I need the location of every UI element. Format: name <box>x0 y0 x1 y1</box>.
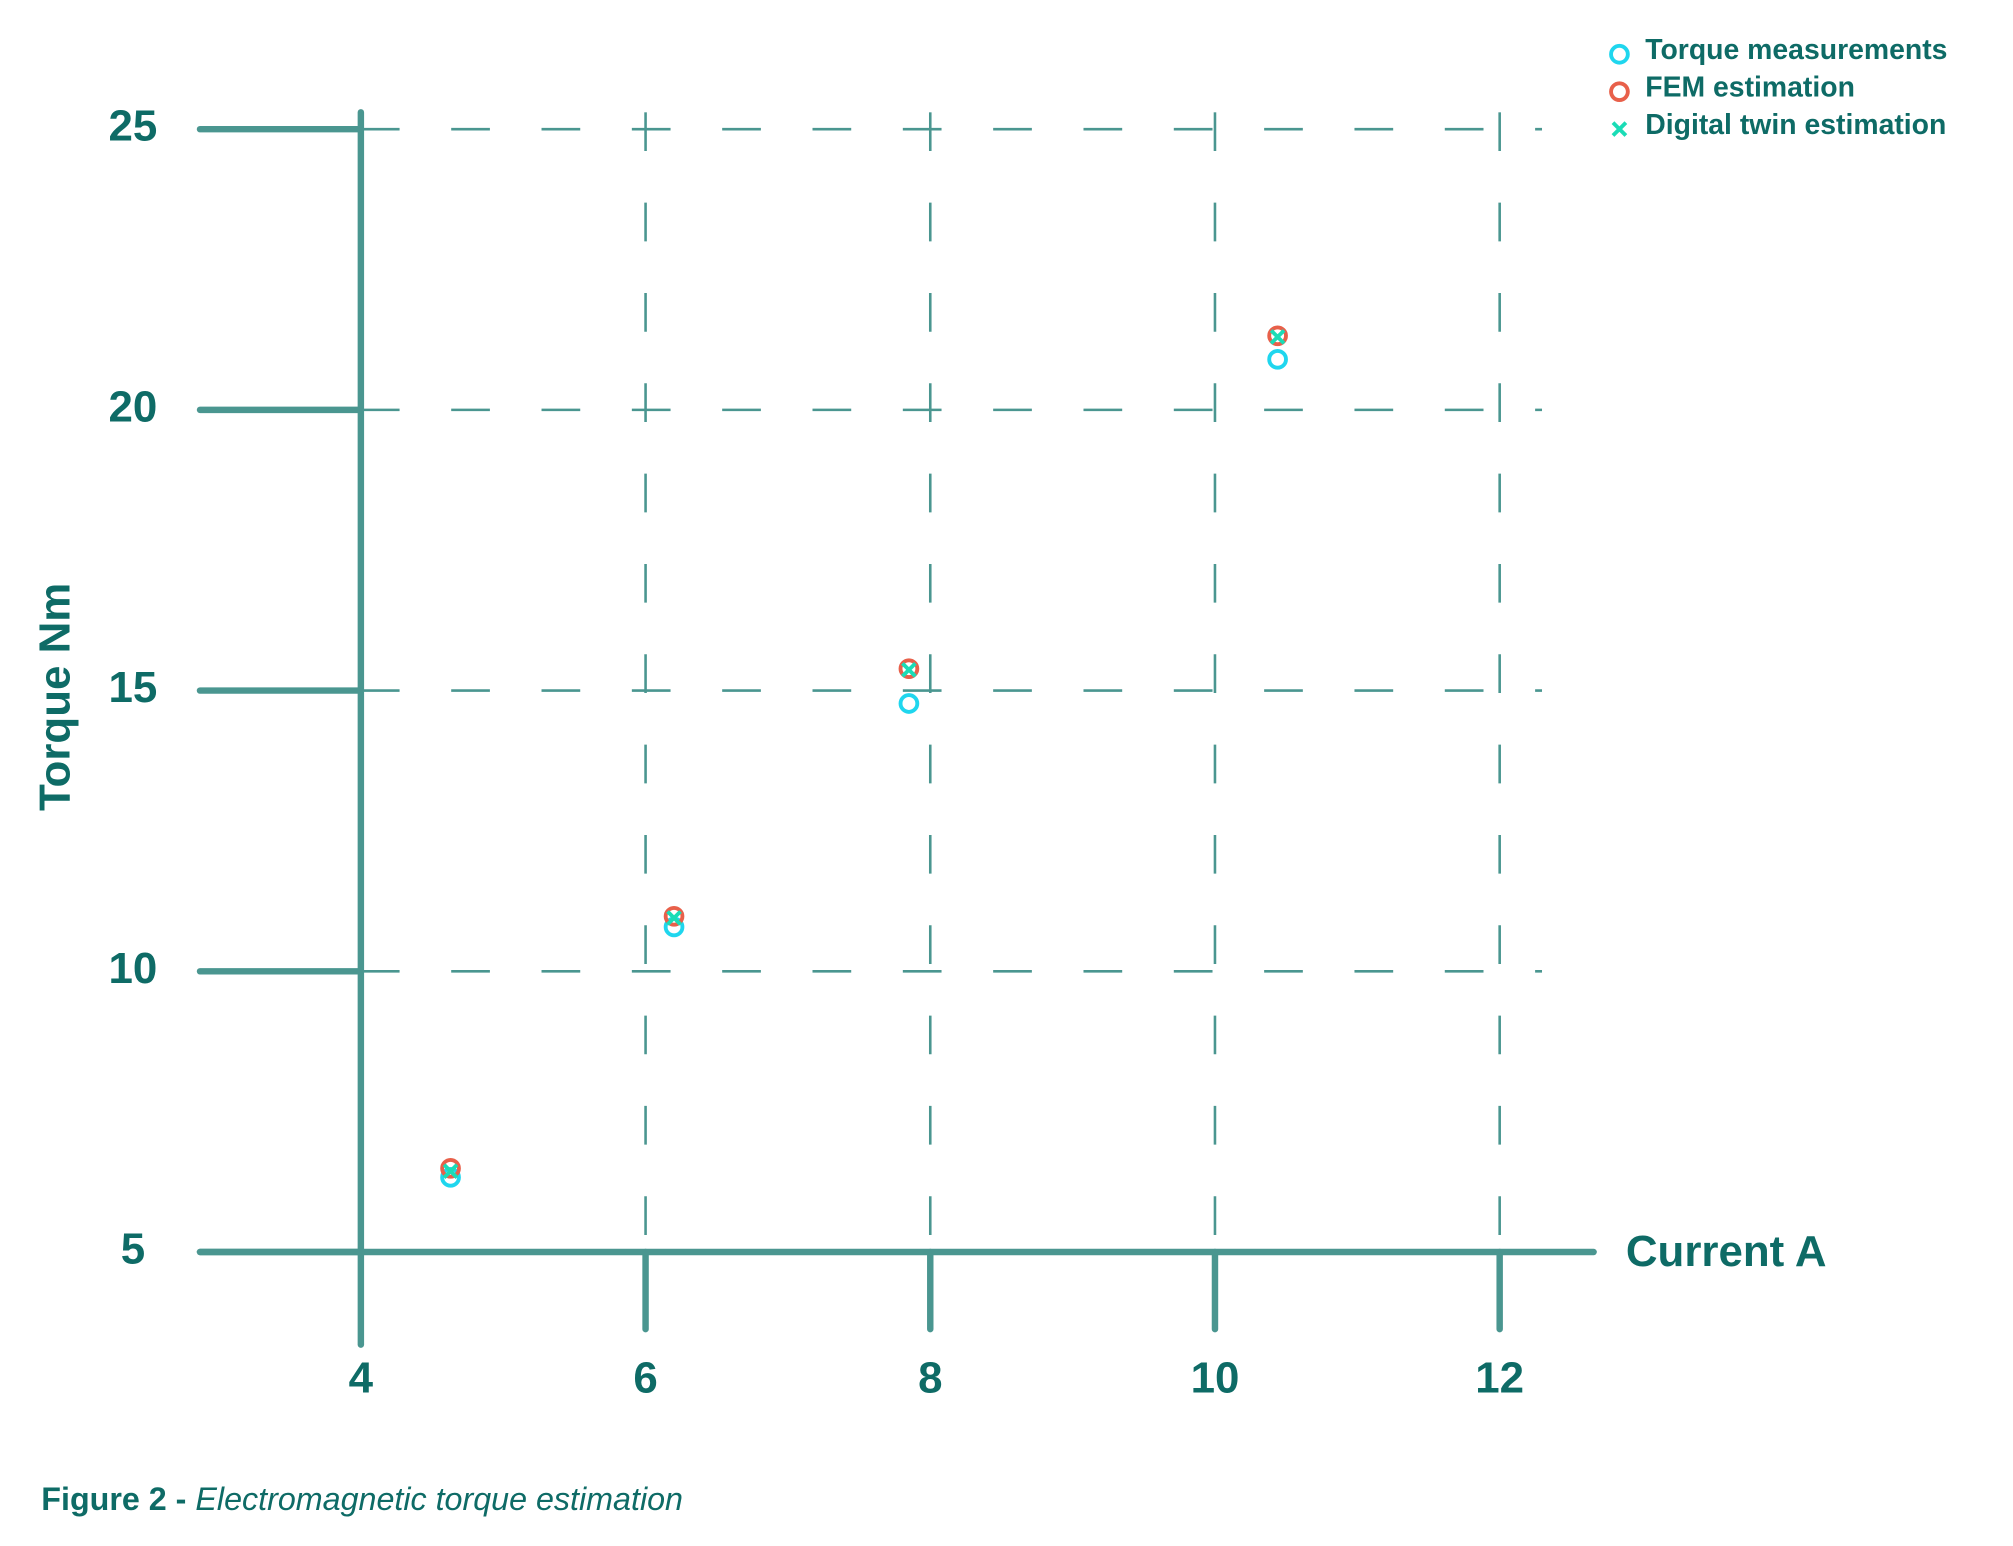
marker-x <box>901 661 917 678</box>
y-tick-label: 5 <box>121 1225 145 1274</box>
x-tick-label: 12 <box>1475 1353 1524 1402</box>
y-tick-label: 20 <box>109 382 158 431</box>
marker-circle <box>898 693 920 714</box>
marker-circle <box>663 905 685 927</box>
caption-label: Figure 2 - <box>41 1480 186 1516</box>
marker-x <box>666 910 682 926</box>
caption: Figure 2 - Electromagnetic torque estima… <box>41 1480 683 1516</box>
y-tick-label: 25 <box>109 102 158 151</box>
legend-marker <box>1611 121 1628 137</box>
x-tick-label: 4 <box>349 1353 374 1402</box>
marker-circle <box>1267 349 1288 370</box>
marker-circle <box>440 1158 461 1179</box>
x-tick-label: 10 <box>1191 1353 1240 1402</box>
y-tick-label: 15 <box>109 663 158 712</box>
legend-marker <box>1609 43 1630 65</box>
marker-x <box>1269 329 1286 345</box>
x-tick-label: 8 <box>918 1353 942 1402</box>
x-tick-label: 6 <box>633 1353 657 1402</box>
marker-circle <box>1267 325 1288 347</box>
y-axis-title: Torque Nm <box>31 583 80 811</box>
legend-label: Digital twin estimation <box>1645 109 1946 141</box>
y-tick-label: 10 <box>109 944 158 993</box>
legend-label: FEM estimation <box>1645 72 1855 104</box>
caption-text: Electromagnetic torque estimation <box>195 1480 683 1516</box>
legend-marker <box>1609 81 1630 103</box>
x-axis-title: Current A <box>1626 1227 1827 1276</box>
marker-x <box>442 1163 459 1179</box>
marker-circle <box>898 658 920 680</box>
legend-label: Torque measurements <box>1645 34 1947 66</box>
